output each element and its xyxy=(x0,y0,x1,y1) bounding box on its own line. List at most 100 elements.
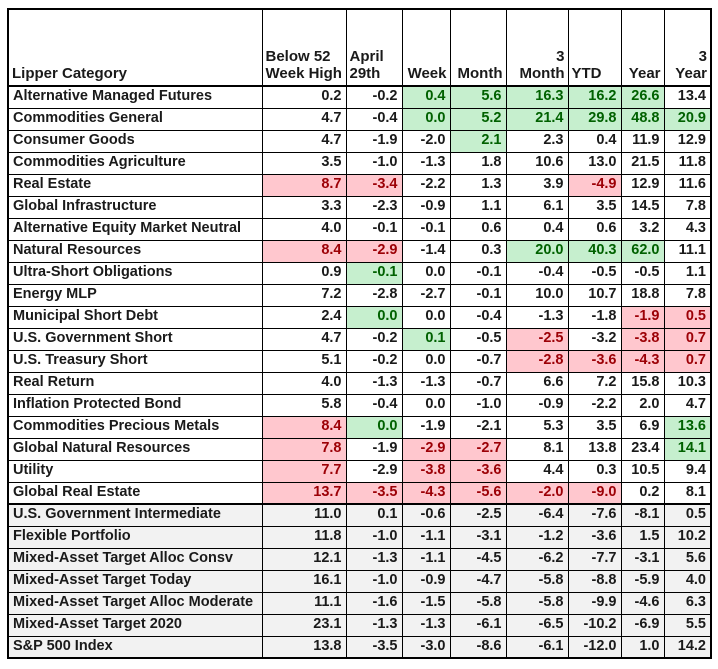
category-cell: Mixed-Asset Target Alloc Moderate xyxy=(7,591,263,615)
value-cell: -3.8 xyxy=(401,459,451,483)
value-cell: 0.4 xyxy=(567,129,622,153)
value-cell: -0.1 xyxy=(345,261,403,285)
lipper-performance-table: Lipper Category Below 52 Week High April… xyxy=(7,8,712,659)
value-cell: -8.8 xyxy=(567,569,622,593)
value-cell: 5.2 xyxy=(449,107,507,131)
value-cell: -4.3 xyxy=(401,481,451,505)
column-header-ytd: YTD xyxy=(567,8,622,87)
value-cell: -6.1 xyxy=(449,613,507,637)
value-cell: 0.0 xyxy=(345,415,403,439)
column-header-3-year: 3 Year xyxy=(663,8,712,87)
value-cell: 2.0 xyxy=(620,393,665,417)
value-cell: 14.2 xyxy=(663,635,712,659)
value-cell: 13.6 xyxy=(663,415,712,439)
value-cell: 20.0 xyxy=(505,239,569,263)
value-cell: -3.1 xyxy=(449,525,507,549)
value-cell: -1.0 xyxy=(345,151,403,175)
table-row: Alternative Equity Market Neutral 4.0 -0.1… xyxy=(7,217,712,241)
value-cell: 3.5 xyxy=(567,195,622,219)
value-cell: -1.8 xyxy=(567,305,622,329)
value-cell: -0.5 xyxy=(620,261,665,285)
value-cell: 2.4 xyxy=(261,305,347,329)
value-cell: -0.1 xyxy=(401,217,451,241)
column-header-lipper-category: Lipper Category xyxy=(7,8,263,87)
category-cell: U.S. Government Short xyxy=(7,327,263,351)
value-cell: -2.8 xyxy=(505,349,569,373)
category-cell: Global Natural Resources xyxy=(7,437,263,461)
table-row: U.S. Government Short 4.7 -0.2 0.1 -0.5 -2.5-… xyxy=(7,327,712,351)
value-cell: -5.8 xyxy=(505,569,569,593)
value-cell: -4.5 xyxy=(449,547,507,571)
table-row: Inflation Protected Bond 5.8 -0.4 0.0 -1.0 -0… xyxy=(7,393,712,417)
column-header-month: Month xyxy=(449,8,507,87)
value-cell: -8.6 xyxy=(449,635,507,659)
value-cell: -0.9 xyxy=(401,195,451,219)
value-cell: -0.4 xyxy=(345,107,403,131)
value-cell: 4.7 xyxy=(261,327,347,351)
value-cell: 0.1 xyxy=(401,327,451,351)
value-cell: 12.9 xyxy=(663,129,712,153)
value-cell: 0.6 xyxy=(567,217,622,241)
value-cell: -2.2 xyxy=(401,173,451,197)
value-cell: 10.0 xyxy=(505,283,569,307)
value-cell: -0.5 xyxy=(449,327,507,351)
value-cell: 2.1 xyxy=(449,129,507,153)
value-cell: 8.7 xyxy=(261,173,347,197)
value-cell: 8.1 xyxy=(505,437,569,461)
value-cell: 0.0 xyxy=(401,107,451,131)
value-cell: 4.7 xyxy=(663,393,712,417)
value-cell: 7.8 xyxy=(663,195,712,219)
value-cell: -0.1 xyxy=(449,261,507,285)
value-cell: -10.2 xyxy=(567,613,622,637)
value-cell: -7.6 xyxy=(567,503,622,527)
value-cell: 23.1 xyxy=(261,613,347,637)
value-cell: 1.1 xyxy=(663,261,712,285)
table-row: Energy MLP 7.2 -2.8 -2.7 -0.1 10.0 10.7 18.8 7.8 xyxy=(7,283,712,307)
value-cell: 10.7 xyxy=(567,283,622,307)
value-cell: -1.4 xyxy=(401,239,451,263)
table-row: Global Infrastructure 3.3 -2.3 -0.9 1.1 6.1 3.… xyxy=(7,195,712,219)
value-cell: 29.8 xyxy=(567,107,622,131)
value-cell: 0.4 xyxy=(401,85,451,109)
value-cell: -3.6 xyxy=(567,349,622,373)
value-cell: 4.0 xyxy=(261,371,347,395)
value-cell: 1.8 xyxy=(449,151,507,175)
value-cell: -8.1 xyxy=(620,503,665,527)
value-cell: 0.0 xyxy=(401,261,451,285)
value-cell: -12.0 xyxy=(567,635,622,659)
column-header-3-month: 3 Month xyxy=(505,8,569,87)
value-cell: -0.1 xyxy=(449,283,507,307)
value-cell: -2.5 xyxy=(505,327,569,351)
value-cell: -3.0 xyxy=(401,635,451,659)
table-row: Real Return 4.0 -1.3 -1.3 -0.7 6.6 7.2 15.8 10.3 xyxy=(7,371,712,395)
value-cell: 4.7 xyxy=(261,107,347,131)
table-row: Commodities Precious Metals 8.4 0.0 -1.9 -2.… xyxy=(7,415,712,439)
value-cell: 13.4 xyxy=(663,85,712,109)
value-cell: 4.4 xyxy=(505,459,569,483)
table-row: U.S. Treasury Short 5.1 -0.2 0.0 -0.7 -2.8 -3.… xyxy=(7,349,712,373)
category-cell: Mixed-Asset Target 2020 xyxy=(7,613,263,637)
category-cell: Alternative Managed Futures xyxy=(7,85,263,109)
table-row: Utility 7.7 -2.9 -3.8 -3.6 4.4 0.3 10.5 9.4 xyxy=(7,459,712,483)
value-cell: -1.0 xyxy=(449,393,507,417)
value-cell: 21.5 xyxy=(620,151,665,175)
column-header-week: Week xyxy=(401,8,451,87)
value-cell: 0.0 xyxy=(401,349,451,373)
value-cell: -1.0 xyxy=(345,525,403,549)
value-cell: -0.4 xyxy=(505,261,569,285)
value-cell: -2.9 xyxy=(345,459,403,483)
value-cell: 5.3 xyxy=(505,415,569,439)
value-cell: -4.3 xyxy=(620,349,665,373)
value-cell: 8.1 xyxy=(663,481,712,505)
value-cell: -6.1 xyxy=(505,635,569,659)
value-cell: 11.0 xyxy=(261,503,347,527)
value-cell: 0.4 xyxy=(505,217,569,241)
value-cell: -1.3 xyxy=(345,547,403,571)
value-cell: -1.5 xyxy=(401,591,451,615)
value-cell: -5.8 xyxy=(449,591,507,615)
value-cell: -0.2 xyxy=(345,85,403,109)
value-cell: -1.3 xyxy=(345,371,403,395)
value-cell: -5.8 xyxy=(505,591,569,615)
value-cell: 62.0 xyxy=(620,239,665,263)
category-cell: Global Real Estate xyxy=(7,481,263,505)
